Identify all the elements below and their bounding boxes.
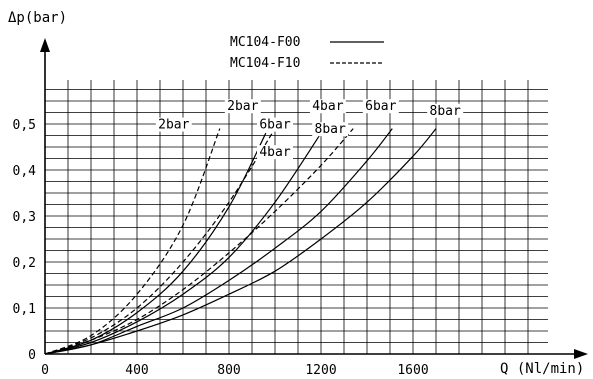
x-tick-label: 1600 [397, 363, 428, 378]
y-tick-label: 0,5 [13, 118, 36, 133]
y-tick-label: 0,1 [13, 302, 36, 317]
x-tick-label: 0 [41, 363, 49, 378]
curve-f10-2bar [44, 128, 221, 355]
y-axis-arrow [40, 38, 50, 52]
curve-label: 4bar [312, 99, 343, 114]
x-axis-label: Q (Nl/min) [500, 361, 584, 377]
curve-f00-2bar [44, 132, 267, 355]
x-tick-label: 800 [217, 363, 240, 378]
curve-label: 2bar [158, 118, 189, 133]
curve-label-bg [309, 99, 346, 114]
curve-label: 8bar [430, 104, 461, 119]
curve-label-bg [155, 117, 192, 132]
curves [44, 128, 437, 355]
legend-label: MC104-F00 [230, 35, 300, 50]
curve-f10-4bar [44, 128, 276, 355]
x-tick-label: 400 [125, 363, 148, 378]
curve-label: 6bar [365, 99, 396, 114]
y-axis-label: Δp(bar) [8, 10, 67, 26]
legend-bg [228, 34, 388, 51]
tick-labels: 0 400 800 1200 1600 0 0,1 0,2 0,3 0,4 0,5 [13, 118, 429, 378]
curve-label-bg [257, 117, 293, 132]
curve-f10-6bar [44, 128, 354, 355]
legend-bg [228, 55, 388, 72]
legend: MC104-F00 MC104-F10 [228, 34, 388, 72]
axes [40, 38, 588, 359]
y-tick-label: 0 [28, 348, 36, 363]
curve-label-bg [312, 122, 349, 137]
curve-label-bg [257, 145, 293, 160]
curve-label-bg [427, 103, 464, 118]
y-tick-label: 0,4 [13, 164, 37, 179]
y-tick-label: 0,3 [13, 210, 36, 225]
curve-label: 8bar [315, 122, 346, 137]
curve-f00-4bar [44, 132, 322, 355]
x-tick-label: 1200 [305, 363, 336, 378]
legend-label: MC104-F10 [230, 56, 300, 71]
x-axis-arrow [574, 349, 588, 359]
curve-f00-6bar [44, 128, 393, 355]
curve-label-bg [224, 99, 261, 114]
curve-label: 6bar [259, 118, 290, 133]
curve-label-bg [362, 99, 399, 114]
y-tick-label: 0,2 [13, 256, 36, 271]
curve-f00-8bar [44, 128, 437, 355]
curve-label: 2bar [227, 99, 258, 114]
curve-label: 4bar [259, 145, 290, 160]
grid [44, 80, 548, 355]
